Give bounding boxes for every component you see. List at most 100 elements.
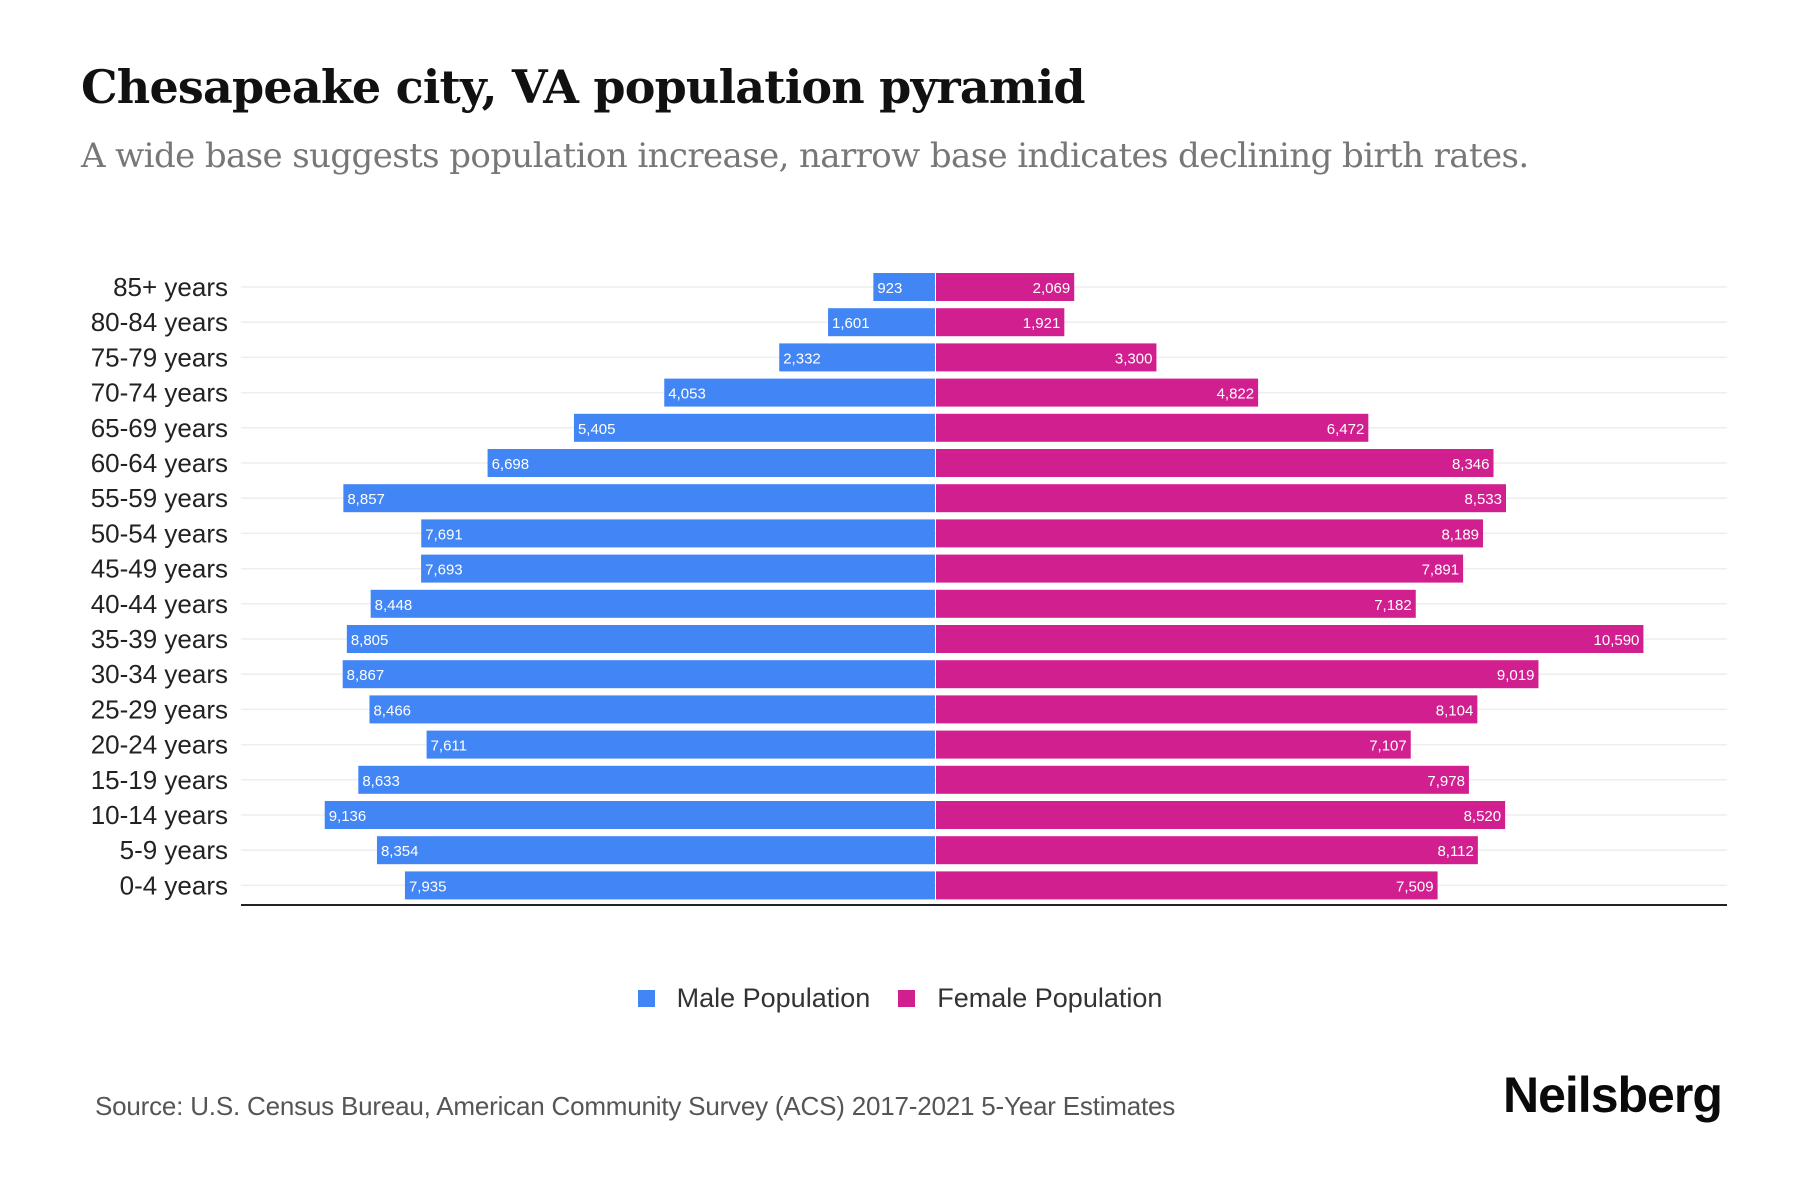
female-bar (936, 554, 1464, 583)
category-label: 25-29 years (91, 694, 228, 724)
female-data-label: 7,182 (1374, 597, 1412, 614)
bars: 923 2,069 1,601 1,921 2,332 3,300 4,053 4,822 5,… (324, 273, 1644, 900)
male-bar (369, 695, 935, 724)
male-data-label: 2,332 (783, 350, 821, 367)
female-bar (936, 625, 1644, 653)
female-data-label: 8,104 (1436, 702, 1474, 719)
female-data-label: 8,346 (1452, 456, 1490, 473)
male-data-label: 923 (877, 280, 902, 297)
category-label: 0-4 years (120, 870, 228, 900)
chart-title: Chesapeake city, VA population pyramid (81, 60, 1086, 114)
category-label: 5-9 years (120, 835, 228, 865)
female-data-label: 7,509 (1396, 878, 1434, 895)
female-bar (936, 695, 1478, 724)
female-data-label: 8,520 (1464, 808, 1502, 825)
female-data-label: 8,112 (1437, 843, 1473, 860)
female-bar (936, 449, 1494, 477)
female-data-label: 7,891 (1422, 562, 1460, 579)
category-label: 70-74 years (91, 378, 228, 408)
female-bar (936, 308, 1065, 337)
category-label: 80-84 years (91, 307, 228, 337)
female-data-label: 9,019 (1497, 667, 1535, 684)
male-bar (664, 378, 935, 407)
female-data-label: 7,107 (1369, 738, 1407, 755)
female-bar (936, 801, 1506, 829)
male-bar (370, 589, 936, 618)
male-data-label: 8,633 (362, 773, 400, 790)
category-label: 40-44 years (91, 589, 228, 619)
category-label: 35-39 years (91, 624, 228, 654)
female-bar (936, 378, 1259, 407)
male-bar (873, 273, 935, 301)
category-label: 75-79 years (91, 342, 228, 372)
male-bar (343, 484, 935, 513)
category-label: 85+ years (113, 272, 228, 302)
category-labels: 85+ years 80-84 years 75-79 years 70-74 yea… (91, 272, 228, 900)
male-data-label: 5,405 (578, 421, 616, 438)
legend-swatch-male (637, 990, 655, 1007)
chart-subtitle: A wide base suggests population increase… (81, 136, 1529, 176)
category-label: 20-24 years (91, 730, 228, 760)
legend-label-male: Male Population (676, 983, 871, 1013)
legend-label-female: Female Population (937, 983, 1163, 1013)
legend-item-female: Female Population (898, 983, 1162, 1014)
legend-swatch-female (898, 990, 916, 1007)
female-bar (936, 273, 1075, 301)
female-bar (936, 413, 1369, 442)
male-data-label: 7,693 (425, 562, 463, 579)
female-bar (936, 519, 1484, 548)
female-data-label: 2,069 (1033, 280, 1071, 297)
male-data-label: 7,691 (425, 526, 463, 543)
female-data-label: 1,921 (1023, 315, 1061, 332)
legend: Male Population Female Population (0, 983, 1800, 1014)
male-bar (487, 449, 935, 477)
category-label: 45-49 years (91, 554, 228, 584)
female-data-label: 10,590 (1594, 632, 1640, 649)
male-bar (376, 836, 936, 865)
male-bar (358, 765, 935, 794)
male-bar (324, 801, 935, 829)
male-bar (346, 625, 935, 653)
male-bar (828, 308, 935, 337)
male-data-label: 7,611 (431, 738, 467, 755)
female-data-label: 3,300 (1115, 350, 1153, 367)
male-data-label: 8,466 (373, 702, 411, 719)
source-note: Source: U.S. Census Bureau, American Com… (95, 1091, 1176, 1121)
male-data-label: 6,698 (492, 456, 530, 473)
female-bar (936, 765, 1469, 794)
male-data-label: 4,053 (668, 386, 706, 403)
male-data-label: 8,805 (351, 632, 389, 649)
male-bar (779, 343, 935, 372)
male-bar (573, 413, 935, 442)
female-data-label: 4,822 (1217, 386, 1255, 403)
female-bar (936, 343, 1157, 372)
category-label: 10-14 years (91, 800, 228, 830)
male-data-label: 8,857 (347, 491, 385, 508)
category-label: 15-19 years (91, 765, 228, 795)
category-label: 60-64 years (91, 448, 228, 478)
male-data-label: 8,448 (375, 597, 413, 614)
brand-logo: Neilsberg (1503, 1067, 1723, 1123)
female-bar (936, 871, 1438, 900)
female-bar (936, 730, 1411, 759)
female-data-label: 7,978 (1427, 773, 1465, 790)
male-bar (421, 519, 935, 548)
male-data-label: 9,136 (329, 808, 367, 825)
gridlines (241, 286, 1727, 887)
male-data-label: 8,867 (347, 667, 385, 684)
category-label: 65-69 years (91, 413, 228, 443)
male-data-label: 8,354 (381, 843, 419, 860)
female-bar (936, 589, 1416, 618)
female-data-label: 6,472 (1327, 421, 1365, 438)
male-bar (421, 554, 935, 583)
category-label: 50-54 years (91, 518, 228, 548)
female-data-label: 8,189 (1441, 526, 1479, 543)
female-bar (936, 836, 1478, 865)
male-bar (426, 730, 935, 759)
category-label: 55-59 years (91, 483, 228, 513)
male-bar (342, 660, 935, 689)
female-data-label: 8,533 (1464, 491, 1502, 508)
female-bar (936, 660, 1539, 689)
legend-item-male: Male Population (637, 983, 871, 1014)
